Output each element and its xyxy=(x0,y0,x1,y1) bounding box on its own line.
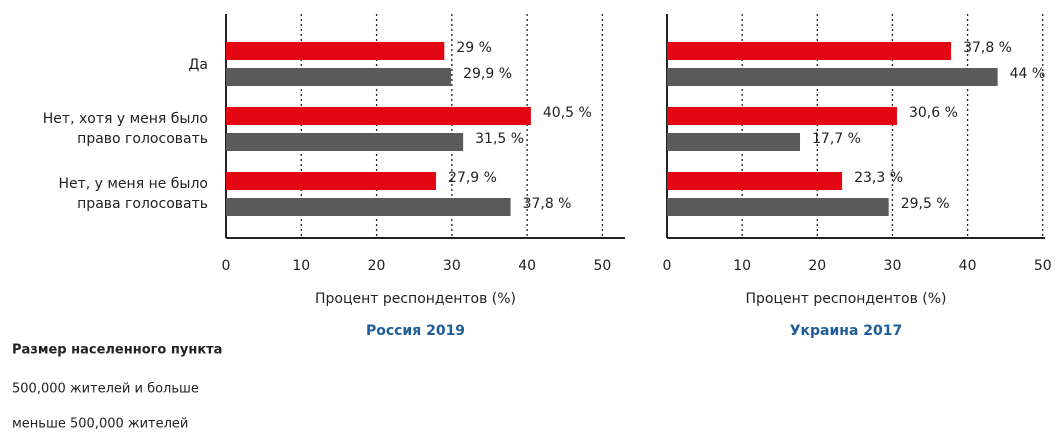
x-tick-label: 0 xyxy=(222,258,231,274)
x-tick-label: 50 xyxy=(594,258,612,274)
bar xyxy=(667,133,801,151)
x-tick-label: 50 xyxy=(1034,258,1052,274)
bar xyxy=(226,68,452,86)
y-tick-label: Нет, у меня не было права голосовать xyxy=(58,176,208,212)
x-tick-label: 30 xyxy=(884,258,902,274)
data-label: 30,6 % xyxy=(909,105,958,121)
bar xyxy=(226,198,511,216)
x-tick-label: 10 xyxy=(292,258,310,274)
data-label: 23,3 % xyxy=(854,170,903,186)
x-tick-label: 0 xyxy=(663,258,672,274)
bar xyxy=(667,172,843,190)
x-tick-label: 20 xyxy=(808,258,826,274)
legend-entry: меньше 500,000 жителей xyxy=(12,417,188,432)
bar xyxy=(667,198,889,216)
bar xyxy=(226,42,445,60)
x-axis-label: Процент респондентов (%) xyxy=(315,291,516,307)
x-tick-label: 40 xyxy=(959,258,977,274)
data-label: 40,5 % xyxy=(543,105,592,121)
data-label: 29,9 % xyxy=(463,66,512,82)
bar xyxy=(226,107,531,125)
x-axis-label: Процент респондентов (%) xyxy=(745,291,946,307)
x-tick-label: 10 xyxy=(733,258,751,274)
data-label: 31,5 % xyxy=(475,131,524,147)
chart-title: Россия 2019 xyxy=(366,323,465,339)
data-label: 37,8 % xyxy=(523,196,572,212)
y-tick-label: Да xyxy=(188,57,208,73)
legend-entry: 500,000 жителей и больше xyxy=(12,382,199,397)
bar xyxy=(667,107,897,125)
data-label: 27,9 % xyxy=(448,170,497,186)
data-label: 29,5 % xyxy=(901,196,950,212)
x-tick-label: 20 xyxy=(368,258,386,274)
bar xyxy=(667,42,952,60)
x-tick-label: 30 xyxy=(443,258,461,274)
x-tick-label: 40 xyxy=(518,258,536,274)
bar xyxy=(226,133,464,151)
bar xyxy=(226,172,437,190)
data-label: 44 % xyxy=(1010,66,1046,82)
legend-title: Размер населенного пункта xyxy=(12,343,222,358)
data-label: 37,8 % xyxy=(963,40,1012,56)
data-label: 29 % xyxy=(456,40,492,56)
data-label: 17,7 % xyxy=(812,131,861,147)
y-tick-label: Нет, хотя у меня было право голосовать xyxy=(43,111,208,147)
chart-title: Украина 2017 xyxy=(790,323,903,339)
bar xyxy=(667,68,998,86)
